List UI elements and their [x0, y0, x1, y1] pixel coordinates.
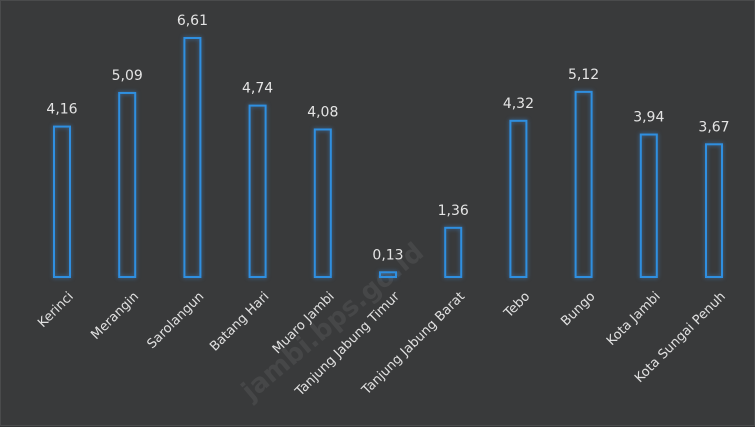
value-label-kota-jambi: 3,94	[633, 110, 664, 126]
bar-tebo	[509, 119, 528, 278]
bar-merangin	[118, 91, 137, 278]
bar-kota-jambi	[639, 133, 658, 278]
value-label-tebo: 4,32	[503, 96, 534, 112]
bar-sarolangun	[183, 37, 202, 278]
bar-tanjung-jabung-timur	[379, 271, 397, 279]
category-label-batang-hari: Batang Hari	[207, 289, 272, 354]
bar-tanjung-jabung-barat	[444, 226, 463, 278]
category-label-kerinci: Kerinci	[35, 289, 77, 331]
category-label-tebo: Tebo	[501, 289, 534, 322]
bar-bungo	[574, 90, 593, 278]
category-label-sarolangun: Sarolangun	[144, 289, 207, 352]
value-labels-group: 4,16 5,09 6,61 4,74 4,08 0,13 1,36 4,32 5,12 3,94…	[46, 13, 729, 263]
category-labels-group: Kerinci Merangin Sarolangun Batang HariMuar…	[35, 289, 729, 400]
bar-kerinci	[53, 125, 71, 278]
bar-batang-hari	[248, 104, 267, 278]
bar-muaro-jambi	[313, 128, 332, 278]
value-label-kota-sungai-penuh: 3,67	[698, 119, 729, 135]
bars-group	[53, 37, 723, 279]
value-label-bungo: 5,12	[568, 67, 599, 83]
value-label-muaro-jambi: 4,08	[307, 104, 338, 120]
value-label-kerinci: 4,16	[46, 102, 77, 118]
category-label-bungo: Bungo	[558, 289, 598, 329]
value-label-merangin: 5,09	[112, 68, 143, 84]
value-label-batang-hari: 4,74	[242, 81, 273, 97]
value-label-tanjung-jabung-barat: 1,36	[438, 203, 469, 219]
bar-kota-sungai-penuh	[705, 143, 723, 278]
value-label-tanjung-jabung-timur: 0,13	[372, 247, 403, 263]
value-label-sarolangun: 6,61	[177, 13, 208, 29]
category-label-kota-jambi: Kota Jambi	[604, 289, 664, 349]
category-label-merangin: Merangin	[88, 289, 142, 343]
